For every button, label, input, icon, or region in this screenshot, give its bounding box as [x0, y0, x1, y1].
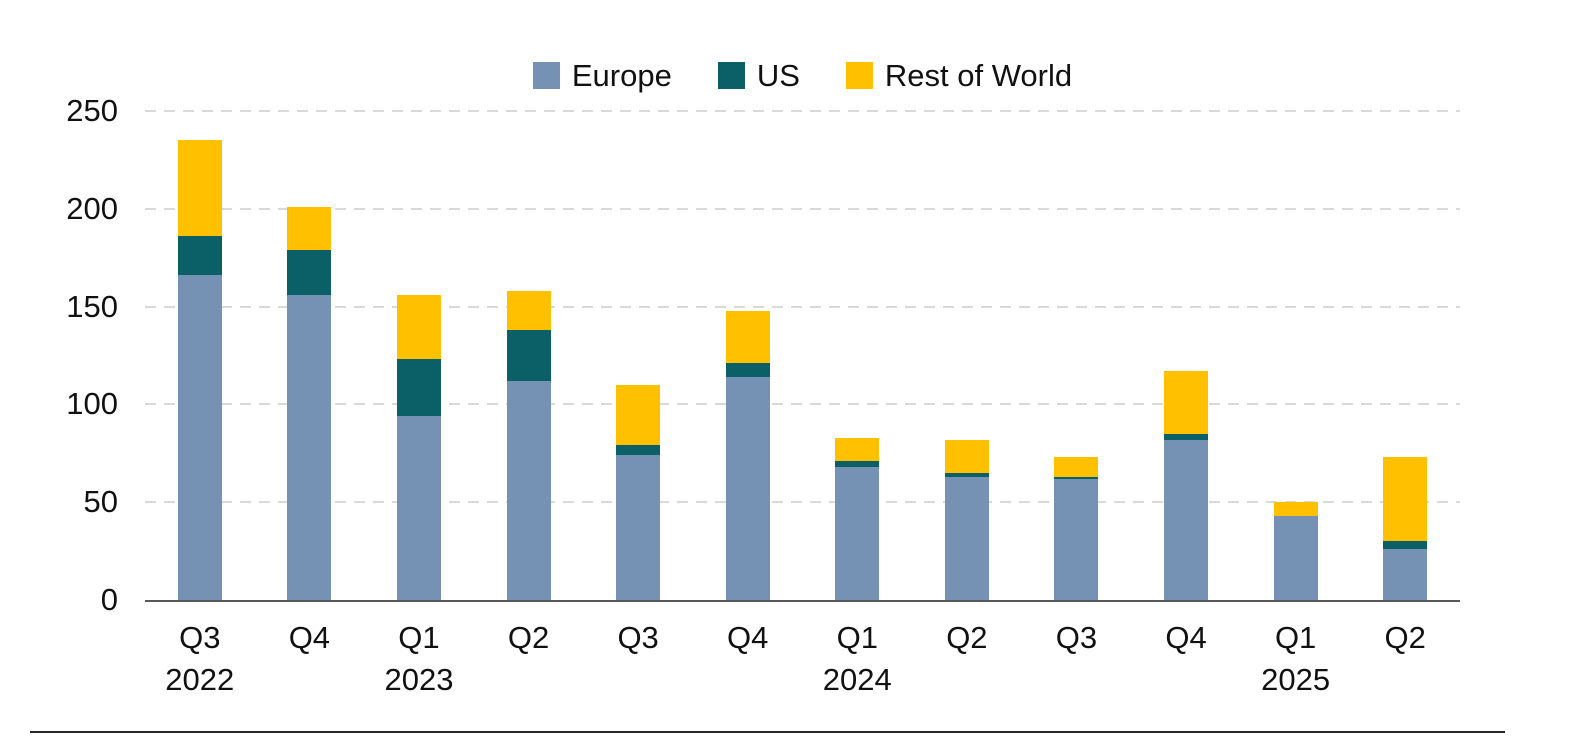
x-axis-tick-label: Q1 — [398, 620, 440, 655]
bar-segment-rest-of-world — [835, 437, 880, 462]
x-axis-tick-label: Q3 — [179, 620, 221, 655]
bar-segment-us — [1383, 541, 1428, 550]
bar-segment-rest-of-world — [1054, 457, 1099, 477]
bar-segment-rest-of-world — [396, 294, 441, 360]
x-axis-tick-label: Q1 — [1274, 620, 1317, 655]
bar-segment-europe — [1273, 515, 1318, 600]
stacked-bar-10 — [1164, 371, 1209, 600]
bar-segment-rest-of-world — [287, 206, 332, 250]
x-axis-year-label: 2024 — [822, 662, 892, 697]
bar-segment-europe — [1164, 439, 1209, 600]
x-axis-tick-label: Q4 — [1165, 620, 1207, 655]
gridline-200 — [145, 207, 1460, 210]
bar-segment-rest-of-world — [177, 140, 222, 237]
stacked-bar-2 — [287, 206, 332, 600]
gridline-100 — [145, 403, 1460, 406]
bar-segment-europe — [396, 416, 441, 600]
bar-segment-us — [287, 249, 332, 295]
x-axis-tick-label: Q2 — [946, 620, 988, 655]
bar-segment-us — [616, 445, 661, 456]
stacked-bar-4 — [506, 290, 551, 600]
stacked-bar-7 — [835, 437, 880, 600]
stacked-bar-3 — [396, 294, 441, 600]
stacked-bar-9 — [1054, 457, 1099, 600]
y-axis-tick-label: 250 — [66, 93, 118, 128]
bar-segment-europe — [944, 476, 989, 600]
stacked-bar-6 — [725, 310, 770, 600]
legend-label-us: US — [756, 58, 800, 93]
legend-swatch-rest-of-world-icon — [845, 62, 873, 89]
legend-swatch-europe-icon — [532, 62, 560, 89]
legend: Europe US Rest of World — [145, 60, 1460, 91]
bar-segment-us — [1164, 433, 1209, 440]
gridline-50 — [145, 501, 1460, 504]
stacked-bar-11 — [1273, 502, 1318, 600]
bar-segment-europe — [506, 380, 551, 600]
bar-segment-rest-of-world — [1273, 502, 1318, 516]
x-axis-tick-label: Q3 — [1055, 620, 1098, 655]
stacked-bar-5 — [616, 384, 661, 600]
bar-segment-europe — [1383, 549, 1428, 600]
bottom-divider — [30, 731, 1505, 733]
bar-segment-us — [506, 330, 551, 381]
stacked-bar-8 — [944, 439, 989, 600]
bar-segment-europe — [725, 377, 770, 600]
x-axis-year-label: 2022 — [165, 662, 235, 697]
x-axis-tick-label: Q1 — [836, 620, 878, 655]
bar-segment-rest-of-world — [616, 384, 661, 446]
bar-segment-rest-of-world — [725, 310, 770, 364]
legend-swatch-us-icon — [717, 62, 745, 89]
x-axis-year-label: 2025 — [1261, 662, 1331, 697]
bar-segment-rest-of-world — [944, 439, 989, 473]
bar-segment-us — [177, 236, 222, 276]
y-axis-tick-label: 50 — [83, 484, 118, 520]
legend-label-rest-of-world: Rest of World — [884, 58, 1073, 93]
x-axis-tick-label: Q2 — [507, 620, 550, 655]
legend-label-europe: Europe — [571, 58, 672, 93]
bar-segment-europe — [616, 455, 661, 600]
bar-segment-us — [396, 359, 441, 417]
bar-segment-europe — [835, 466, 880, 600]
y-axis-tick-label: 150 — [66, 288, 118, 324]
stacked-bar-12 — [1383, 457, 1428, 600]
y-axis-tick-label: 200 — [66, 190, 118, 226]
bar-segment-europe — [177, 275, 222, 600]
bar-segment-us — [944, 472, 989, 477]
x-axis-tick-label: Q3 — [617, 620, 659, 655]
bar-segment-rest-of-world — [1164, 371, 1209, 434]
bar-segment-europe — [287, 294, 332, 600]
legend-item-rest-of-world: Rest of World — [845, 58, 1073, 93]
bar-segment-us — [725, 363, 770, 378]
bar-segment-europe — [1054, 478, 1099, 600]
bar-segment-rest-of-world — [506, 290, 551, 331]
y-axis-tick-label: 0 — [100, 582, 118, 617]
x-axis-year-label: 2023 — [384, 662, 454, 697]
gridline-150 — [145, 305, 1460, 308]
x-axis-tick-label: Q4 — [288, 620, 331, 655]
x-axis-tick-label: Q2 — [1384, 620, 1426, 655]
x-axis-line — [145, 600, 1460, 602]
gridline-250 — [145, 110, 1460, 112]
x-axis-tick-label: Q4 — [727, 620, 769, 655]
stacked-bar-1 — [177, 140, 222, 600]
bar-segment-us — [1054, 476, 1099, 479]
legend-item-us: US — [717, 58, 800, 93]
bar-segment-us — [835, 461, 880, 467]
bar-segment-rest-of-world — [1383, 457, 1428, 542]
y-axis-tick-label: 100 — [66, 386, 118, 422]
legend-item-europe: Europe — [532, 58, 672, 93]
